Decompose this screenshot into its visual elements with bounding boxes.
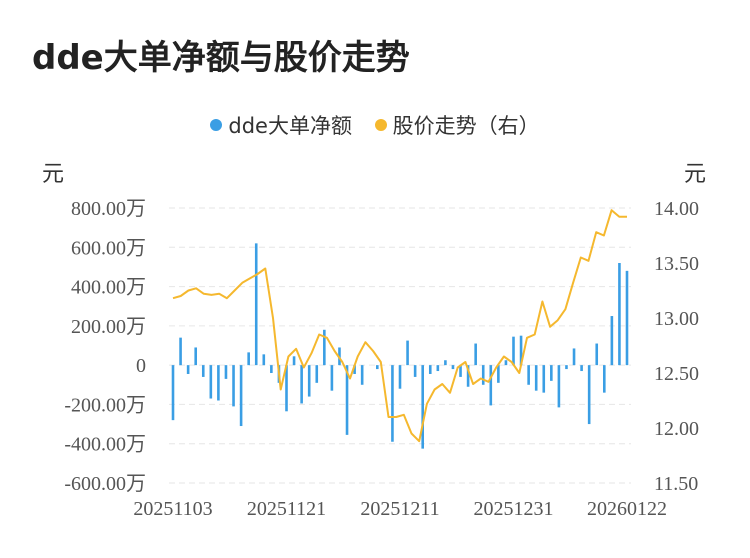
dde-bar xyxy=(474,343,477,366)
dde-bar xyxy=(603,365,606,393)
dde-bar xyxy=(315,365,319,383)
dde-bar xyxy=(232,365,235,407)
dde-bar xyxy=(428,365,432,374)
x-tick-label: 20251121 xyxy=(247,498,326,520)
right-tick-label: 13.00 xyxy=(654,308,699,330)
dde-bar xyxy=(512,336,515,366)
dde-bar xyxy=(534,365,538,391)
price-line xyxy=(172,209,627,443)
dde-bar xyxy=(217,365,220,401)
dde-bar xyxy=(595,343,599,366)
x-tick-label: 20251211 xyxy=(360,498,439,520)
dde-bar xyxy=(436,365,440,372)
dde-bar xyxy=(572,348,576,366)
dde-bar xyxy=(421,365,424,449)
dde-bar xyxy=(459,365,462,377)
dde-bar xyxy=(224,365,228,379)
dde-bar xyxy=(466,365,470,387)
right-tick-label: 14.00 xyxy=(654,198,699,220)
dde-bar xyxy=(323,329,326,366)
dde-bar xyxy=(406,340,409,366)
left-axis-unit: 元 xyxy=(42,162,65,187)
chart-title: dde大单净额与股价走势 xyxy=(32,38,410,78)
left-tick-label: -600.00万 xyxy=(64,473,146,495)
dde-bar xyxy=(497,365,500,383)
legend-dot-icon xyxy=(210,119,223,131)
dde-bar xyxy=(201,365,205,377)
dde-bar xyxy=(292,356,296,366)
dde-bar xyxy=(171,365,175,421)
dde-bar xyxy=(519,335,523,366)
dde-bar xyxy=(565,365,568,370)
dde-bar xyxy=(587,365,591,425)
legend-dot-icon xyxy=(374,119,387,131)
legend: dde大单净额 股价走势（右） xyxy=(0,110,750,140)
right-tick-label: 12.00 xyxy=(654,418,699,440)
dde-bar xyxy=(262,354,266,366)
dde-bar xyxy=(270,365,273,373)
right-tick-label: 11.50 xyxy=(654,473,698,495)
dde-bar xyxy=(580,365,583,372)
left-tick-label: 400.00万 xyxy=(71,277,146,299)
dde-bar xyxy=(285,365,288,412)
x-tick-label: 20251231 xyxy=(474,498,554,520)
dde-bar xyxy=(307,365,311,397)
dde-bar xyxy=(179,337,182,366)
dde-bar xyxy=(247,352,250,366)
dde-bar xyxy=(209,365,213,399)
left-tick-label: 200.00万 xyxy=(71,316,146,338)
legend-label: dde大单净额 xyxy=(228,114,352,138)
left-tick-label: -400.00万 xyxy=(64,434,146,456)
dde-bar xyxy=(489,365,493,406)
dde-bar xyxy=(353,365,356,374)
legend-item-dde[interactable]: dde大单净额 xyxy=(210,110,352,140)
right-axis-unit: 元 xyxy=(684,162,707,187)
left-tick-label: 0 xyxy=(136,355,146,377)
dde-bar xyxy=(360,365,364,385)
dde-bar xyxy=(300,365,303,404)
dde-bar xyxy=(330,365,334,391)
dde-bar xyxy=(398,365,402,389)
dde-bar xyxy=(444,360,447,366)
dde-bar xyxy=(618,263,621,366)
dde-bar xyxy=(504,360,508,366)
legend-label: 股价走势（右） xyxy=(392,114,540,138)
dde-bar xyxy=(239,365,243,427)
x-tick-label: 20260122 xyxy=(587,498,667,520)
dde-bar xyxy=(550,365,553,381)
left-tick-label: -200.00万 xyxy=(64,394,146,416)
dde-bar xyxy=(527,365,530,385)
right-tick-label: 12.50 xyxy=(654,363,699,385)
dde-bar xyxy=(413,365,417,377)
dde-bar xyxy=(451,365,455,370)
right-tick-label: 13.50 xyxy=(654,253,699,275)
dde-bar xyxy=(625,270,629,366)
dde-bar xyxy=(610,316,614,366)
dde-bar xyxy=(194,347,197,366)
dde-bar xyxy=(481,365,485,385)
dde-bar xyxy=(376,365,379,370)
dde-bar xyxy=(254,243,258,366)
left-tick-label: 600.00万 xyxy=(71,237,146,259)
dde-bar xyxy=(391,365,394,442)
dde-bar xyxy=(345,365,349,435)
dde-bar xyxy=(557,365,561,408)
legend-item-price[interactable]: 股价走势（右） xyxy=(374,110,540,140)
left-tick-label: 800.00万 xyxy=(71,198,146,220)
x-tick-label: 20251103 xyxy=(133,498,212,520)
dde-bar xyxy=(542,365,546,393)
dde-bar xyxy=(186,365,190,374)
